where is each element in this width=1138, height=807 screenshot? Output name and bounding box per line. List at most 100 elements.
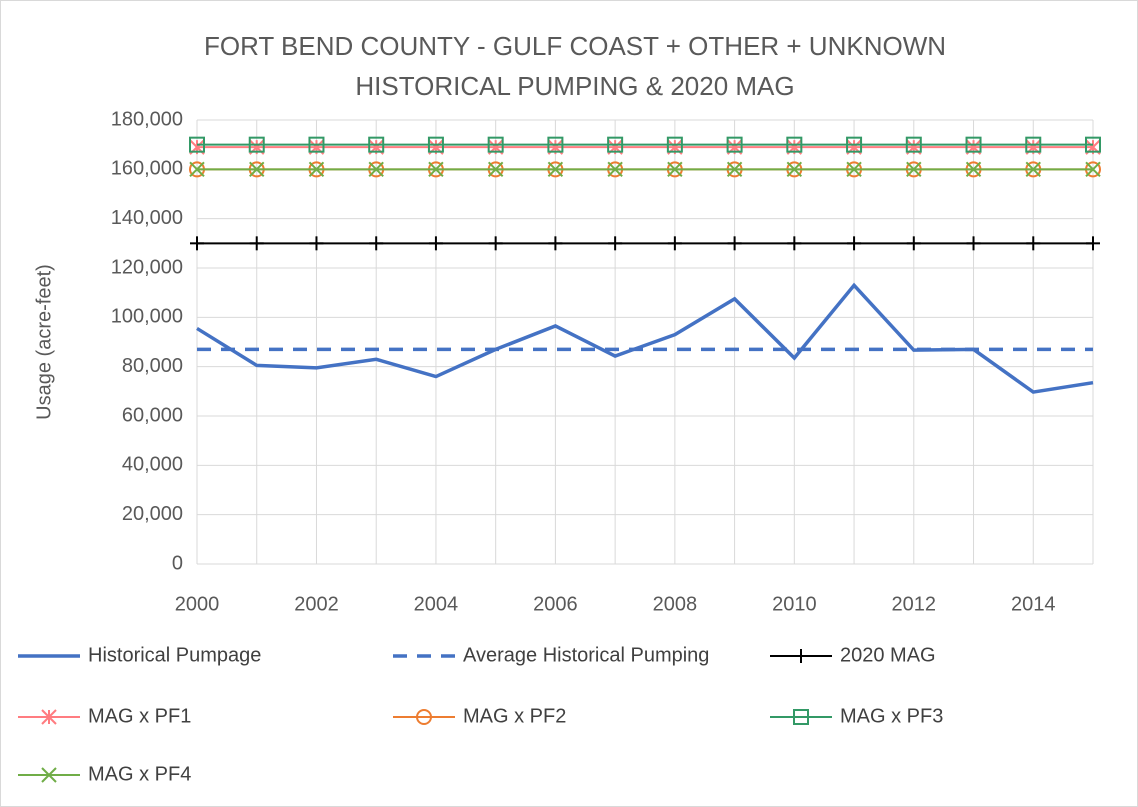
marker-shape [368,136,385,153]
y-axis-label: Usage (acre-feet) [33,264,55,420]
marker-stroke [249,161,265,178]
data-point [308,136,325,153]
legend-marker [793,709,809,725]
data-point [667,161,683,178]
data-point [309,236,324,251]
marker-shape [1085,136,1101,153]
marker-stroke [1025,161,1041,178]
data-point [726,161,743,178]
data-point [726,136,743,153]
marker-shape [786,136,803,153]
y-tick-label: 160,000 [111,158,183,180]
x-tick-label: 2012 [892,593,937,615]
data-point [190,236,204,251]
data-point [428,161,444,178]
marker-stroke [607,161,623,178]
chart-title: HISTORICAL PUMPING & 2020 MAG [355,71,794,101]
data-point [368,161,384,178]
marker-stroke [368,161,384,178]
data-point [369,236,384,251]
data-point [428,236,443,251]
legend-item: 2020 MAG [770,644,936,666]
data-point [189,161,205,178]
data-point [249,236,264,251]
marker-shape [487,136,504,153]
data-point [966,236,981,251]
data-point [727,236,742,251]
data-point [786,136,803,153]
data-point [487,161,504,178]
marker-shape [846,136,863,153]
y-tick-label: 0 [172,552,183,574]
data-point [427,136,444,153]
data-point [666,136,683,153]
y-tick-label: 20,000 [122,503,183,525]
x-tick-label: 2000 [175,593,220,615]
legend-label: 2020 MAG [840,644,936,666]
marker-shape [793,709,809,725]
data-point [1086,236,1100,251]
data-point [846,136,863,153]
data-point [488,236,503,251]
data-point [189,136,205,153]
marker-stroke [428,161,444,178]
marker-shape [1025,136,1042,153]
data-point [607,161,623,178]
data-point [1085,136,1101,153]
marker-shape [248,136,265,153]
data-point [906,161,922,178]
data-point [368,136,385,153]
marker-stroke [1085,161,1101,178]
marker-shape [308,136,325,153]
marker-shape [607,136,624,153]
legend-marker [41,767,57,783]
marker-stroke [547,161,564,178]
marker-shape [547,136,564,153]
marker-shape [427,136,444,153]
x-tick-label: 2014 [1011,593,1056,615]
marker-stroke [906,161,922,178]
data-point [667,236,682,251]
legend-label: Average Historical Pumping [463,644,709,666]
y-tick-label: 180,000 [111,108,183,130]
y-tick-label: 40,000 [122,454,183,476]
legend-label: MAG x PF2 [463,705,566,727]
legend-item: Historical Pumpage [18,644,261,666]
x-tick-label: 2002 [294,593,339,615]
marker-shape [965,136,982,153]
data-point [847,236,862,251]
marker-stroke [487,161,504,178]
y-tick-label: 60,000 [122,404,183,426]
data-point [846,161,862,178]
marker-shape [905,136,922,153]
data-point [1026,236,1041,251]
legend-item: MAG x PF4 [18,763,191,785]
marker-stroke [41,767,57,783]
legend-item: MAG x PF3 [770,705,943,727]
x-tick-label: 2004 [414,593,459,615]
legend-marker [41,709,57,725]
legend-item: MAG x PF2 [393,705,566,727]
legend-label: MAG x PF3 [840,705,943,727]
marker-stroke [965,161,982,178]
x-tick-label: 2010 [772,593,817,615]
y-tick-label: 80,000 [122,355,183,377]
legend-item: Average Historical Pumping [393,644,709,666]
y-tick-label: 140,000 [111,207,183,229]
data-point [1025,136,1042,153]
marker-shape [726,136,743,153]
legend-item: MAG x PF1 [18,705,191,727]
marker-stroke [189,161,205,178]
data-point [1085,161,1101,178]
marker-shape [189,136,205,153]
data-point [308,161,325,178]
data-point [965,161,982,178]
marker-shape [416,709,432,725]
data-point [1025,161,1041,178]
legend-marker [416,709,432,725]
data-point [965,136,982,153]
x-tick-label: 2008 [653,593,698,615]
data-point [608,236,623,251]
